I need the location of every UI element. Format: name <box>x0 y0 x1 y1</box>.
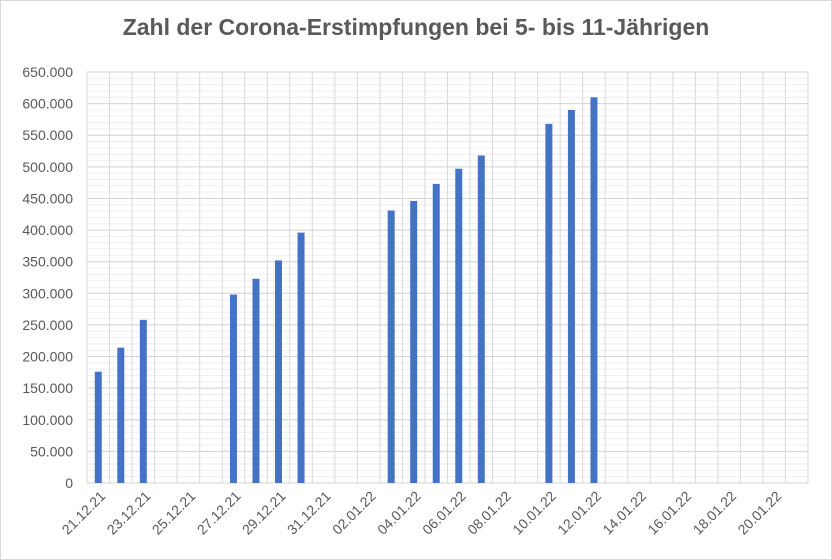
x-tick-label: 23.12.21 <box>104 488 154 538</box>
x-tick-label: 20.01.22 <box>734 488 784 538</box>
bar-23.12.21 <box>139 319 147 483</box>
bar-06.01.22 <box>455 168 463 483</box>
y-tick-label: 650.000 <box>22 64 73 80</box>
x-tick-label: 14.01.22 <box>599 488 649 538</box>
bars <box>94 97 598 484</box>
bar-29.12.21 <box>275 260 283 483</box>
x-tick-label: 31.12.21 <box>284 488 334 538</box>
bar-27.12.21 <box>229 294 237 483</box>
x-tick-label: 04.01.22 <box>374 488 424 538</box>
y-tick-label: 300.000 <box>22 285 73 301</box>
y-tick-label: 150.000 <box>22 380 73 396</box>
y-axis-ticks: 0 50.000 100.000 150.000 200.000 250.000 300.0… <box>22 64 73 491</box>
bar-21.12.21 <box>94 371 102 483</box>
bar-05.01.22 <box>432 183 440 483</box>
y-tick-label: 0 <box>65 475 73 491</box>
x-axis-ticks: 21.12.2123.12.2125.12.2127.12.2129.12.21… <box>59 488 785 538</box>
bar-11.01.22 <box>567 109 575 483</box>
y-tick-label: 450.000 <box>22 190 73 206</box>
x-tick-label: 27.12.21 <box>194 488 244 538</box>
bar-30.12.21 <box>297 232 305 483</box>
x-tick-label: 12.01.22 <box>554 488 604 538</box>
y-tick-label: 350.000 <box>22 254 73 270</box>
y-tick-label: 200.000 <box>22 349 73 365</box>
x-tick-label: 25.12.21 <box>149 488 199 538</box>
bar-03.01.22 <box>387 210 395 483</box>
y-tick-label: 550.000 <box>22 127 73 143</box>
gridlines <box>86 71 809 484</box>
bar-12.01.22 <box>590 97 598 484</box>
x-tick-label: 06.01.22 <box>419 488 469 538</box>
bar-22.12.21 <box>117 347 125 483</box>
bar-07.01.22 <box>477 155 485 484</box>
x-tick-label: 08.01.22 <box>464 488 514 538</box>
bar-28.12.21 <box>252 278 260 483</box>
x-tick-label: 02.01.22 <box>329 488 379 538</box>
y-tick-label: 250.000 <box>22 317 73 333</box>
y-tick-label: 50.000 <box>30 443 73 459</box>
x-tick-label: 10.01.22 <box>509 488 559 538</box>
chart-title: Zahl der Corona-Erstimpfungen bei 5- bis… <box>122 14 710 40</box>
y-tick-label: 100.000 <box>22 412 73 428</box>
bar-10.01.22 <box>545 123 553 483</box>
x-tick-label: 16.01.22 <box>644 488 694 538</box>
x-tick-label: 18.01.22 <box>689 488 739 538</box>
y-tick-label: 500.000 <box>22 159 73 175</box>
x-tick-label: 21.12.21 <box>59 488 109 538</box>
x-tick-label: 29.12.21 <box>239 488 289 538</box>
y-tick-label: 400.000 <box>22 222 73 238</box>
y-tick-label: 600.000 <box>22 96 73 112</box>
bar-04.01.22 <box>410 200 418 483</box>
